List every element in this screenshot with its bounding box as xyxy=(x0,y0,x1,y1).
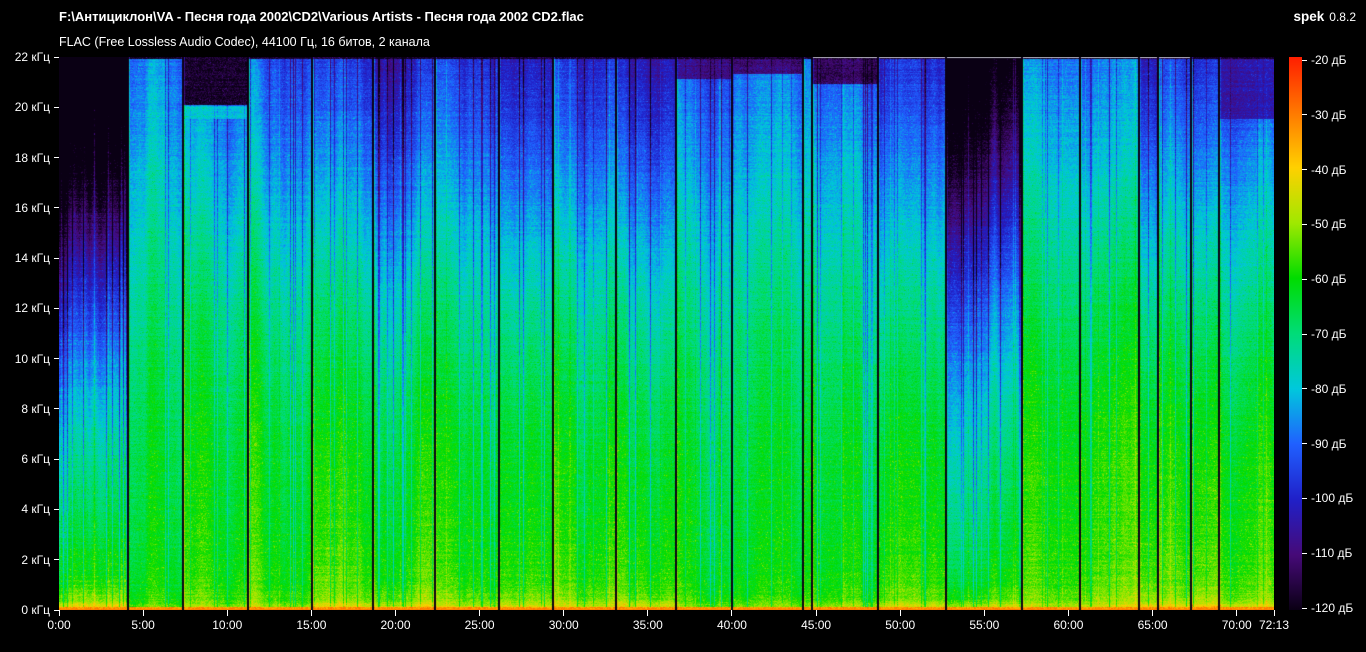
freq-tick-label: 6 кГц xyxy=(21,452,50,467)
freq-tick-label: 20 кГц xyxy=(14,100,50,115)
db-tick xyxy=(1302,223,1307,225)
db-tick xyxy=(1302,607,1307,609)
time-tick-label: 10:00 xyxy=(212,618,243,632)
freq-tick xyxy=(54,609,59,611)
time-tick xyxy=(899,610,901,616)
db-tick-label: -100 дБ xyxy=(1311,491,1354,506)
freq-tick xyxy=(54,408,59,410)
time-tick xyxy=(1152,610,1154,616)
time-tick-label: 40:00 xyxy=(716,618,747,632)
db-tick-label: -30 дБ xyxy=(1311,107,1347,122)
db-tick xyxy=(1302,443,1307,445)
freq-tick xyxy=(54,157,59,159)
freq-tick xyxy=(54,106,59,108)
freq-tick-label: 2 кГц xyxy=(21,552,50,567)
db-tick-label: -110 дБ xyxy=(1311,546,1353,561)
db-tick-label: -120 дБ xyxy=(1311,601,1354,615)
db-colorbar xyxy=(1289,57,1302,610)
time-tick-label: 50:00 xyxy=(885,618,916,632)
time-tick xyxy=(310,610,312,616)
freq-tick-label: 18 кГц xyxy=(14,150,50,165)
time-tick-label: 45:00 xyxy=(801,618,832,632)
time-tick-label: 20:00 xyxy=(380,618,411,632)
freq-tick xyxy=(54,559,59,561)
time-tick xyxy=(731,610,733,616)
db-tick xyxy=(1302,388,1307,390)
freq-tick xyxy=(54,56,59,58)
time-tick xyxy=(142,610,144,616)
freq-tick xyxy=(54,207,59,209)
app-name: spek xyxy=(1293,9,1325,24)
freq-tick xyxy=(54,358,59,360)
freq-tick xyxy=(54,257,59,259)
file-path-title: F:\Антициклон\VA - Песня года 2002\CD2\V… xyxy=(59,9,584,24)
freq-tick xyxy=(54,458,59,460)
time-tick-label: 30:00 xyxy=(548,618,579,632)
db-tick-label: -20 дБ xyxy=(1311,53,1347,67)
time-tick-label: 35:00 xyxy=(632,618,663,632)
time-tick xyxy=(479,610,481,616)
spectrogram-canvas xyxy=(59,57,1274,610)
db-tick xyxy=(1302,497,1307,499)
time-tick-label: 25:00 xyxy=(464,618,495,632)
time-tick xyxy=(563,610,565,616)
time-tick xyxy=(1067,610,1069,616)
freq-tick-label: 12 кГц xyxy=(14,301,50,316)
db-tick-label: -50 дБ xyxy=(1311,217,1347,232)
freq-tick-label: 8 кГц xyxy=(21,401,50,416)
db-tick xyxy=(1302,552,1307,554)
time-tick-label: 60:00 xyxy=(1053,618,1084,632)
time-tick xyxy=(226,610,228,616)
app-title: spek 0.8.2 xyxy=(1294,9,1356,24)
db-tick-label: -70 дБ xyxy=(1311,327,1347,341)
freq-tick-label: 0 кГц xyxy=(21,603,50,617)
time-tick-label: 5:00 xyxy=(131,618,155,632)
db-tick xyxy=(1302,169,1307,171)
freq-tick xyxy=(54,508,59,510)
time-tick-label: 70:00 xyxy=(1221,618,1252,632)
time-tick xyxy=(815,610,817,616)
time-tick-label: 65:00 xyxy=(1137,618,1168,632)
time-tick-label: 0:00 xyxy=(47,618,71,632)
db-tick xyxy=(1302,333,1307,335)
freq-tick-label: 22 кГц xyxy=(14,50,50,64)
db-tick xyxy=(1302,59,1307,61)
freq-tick-label: 10 кГц xyxy=(14,351,50,366)
time-tick xyxy=(647,610,649,616)
time-tick xyxy=(1273,610,1275,616)
time-tick xyxy=(1236,610,1238,616)
db-tick-label: -40 дБ xyxy=(1311,162,1347,177)
time-tick xyxy=(394,610,396,616)
db-tick-label: -60 дБ xyxy=(1311,272,1347,287)
time-tick xyxy=(58,610,60,616)
app-version: 0.8.2 xyxy=(1329,10,1356,24)
freq-tick-label: 14 кГц xyxy=(14,251,50,266)
time-tick-label: 55:00 xyxy=(969,618,1000,632)
time-tick-label: 15:00 xyxy=(296,618,327,632)
freq-tick xyxy=(54,307,59,309)
db-tick-label: -80 дБ xyxy=(1311,381,1347,396)
format-info: FLAC (Free Lossless Audio Codec), 44100 … xyxy=(59,35,430,49)
time-tick xyxy=(983,610,985,616)
db-tick-label: -90 дБ xyxy=(1311,436,1347,451)
time-tick-label: 72:13 xyxy=(1258,618,1290,632)
db-tick xyxy=(1302,278,1307,280)
db-tick xyxy=(1302,114,1307,116)
freq-tick-label: 16 кГц xyxy=(14,200,50,215)
freq-tick-label: 4 кГц xyxy=(21,502,50,517)
